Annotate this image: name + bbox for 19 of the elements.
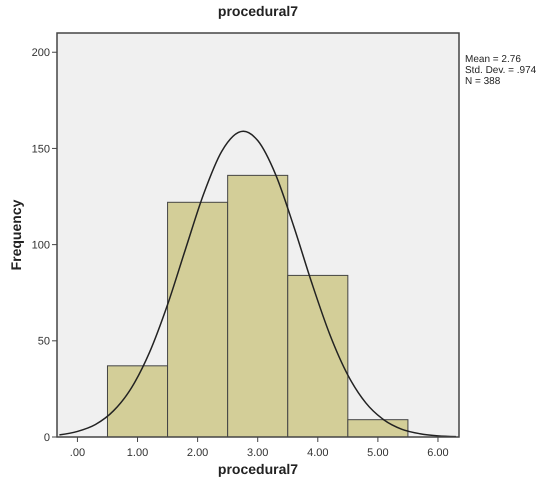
text: N = 388 (465, 76, 501, 87)
y-tick-label: 150 (32, 143, 50, 156)
x-tick-label: .00 (70, 447, 86, 459)
text: Std. Dev. = .974 (465, 65, 537, 76)
x-axis-title: procedural7 (218, 461, 298, 477)
y-tick-label: 50 (38, 336, 50, 348)
y-tick-label: 0 (44, 432, 50, 444)
y-tick-label: 200 (32, 47, 50, 60)
y-axis-title: Frequency (8, 199, 24, 270)
line-series (58, 130, 457, 437)
chart-title: procedural7 (218, 3, 298, 19)
text: Mean = 2.76 (465, 54, 522, 65)
y-tick-label: 100 (32, 239, 50, 252)
x-tick-label: 1.00 (126, 447, 148, 459)
x-tick-label: 4.00 (307, 447, 328, 459)
x-tick-label: 3.00 (246, 447, 268, 459)
x-tick-label: 5.00 (367, 447, 389, 459)
x-tick-label: 2.00 (186, 447, 208, 459)
x-tick-label: 6.00 (427, 447, 449, 459)
